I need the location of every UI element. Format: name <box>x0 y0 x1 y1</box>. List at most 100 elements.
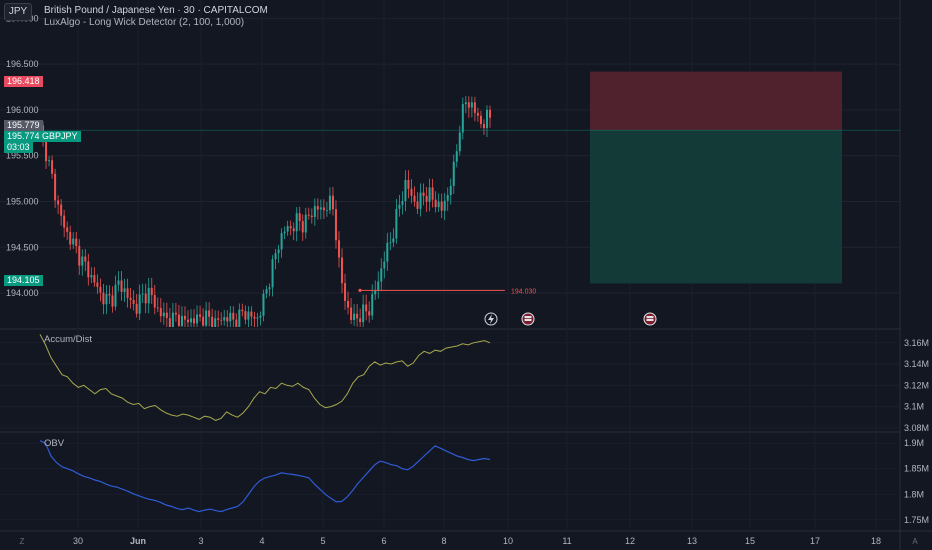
candle-body <box>138 294 141 314</box>
candle-body <box>208 310 211 317</box>
symbol-tag: GBPJPY <box>39 131 81 142</box>
candle-body <box>449 185 452 196</box>
time-tick-label: 8 <box>441 536 446 546</box>
candle-body <box>292 228 295 232</box>
candle-body <box>235 319 238 327</box>
candle-body <box>193 318 196 324</box>
accum-tick-label: 3.12M <box>904 380 929 390</box>
candle-body <box>87 261 90 278</box>
candle-body <box>54 173 57 201</box>
candle-body <box>440 201 443 211</box>
candle-body <box>280 233 283 250</box>
candle-body <box>347 300 350 308</box>
candle-body <box>277 249 280 254</box>
candle-body <box>168 318 171 327</box>
obv-tick-label: 1.8M <box>904 489 924 499</box>
candle-body <box>479 115 482 125</box>
candle-body <box>489 109 491 118</box>
entry-price-tag: 195.779 <box>4 120 43 131</box>
candle-body <box>389 242 392 244</box>
candle-body <box>467 102 470 108</box>
candle-body <box>211 316 214 327</box>
time-tick-label: 10 <box>503 536 513 546</box>
candle-body <box>259 315 262 318</box>
candle-body <box>153 295 156 308</box>
candle-body <box>410 188 413 196</box>
candle-body <box>419 192 422 209</box>
countdown-tag: 03:03 <box>4 142 33 153</box>
candle-body <box>334 209 337 241</box>
candle-body <box>353 313 356 320</box>
candle-body <box>205 310 208 326</box>
candle-body <box>129 297 132 300</box>
time-tick-label: 30 <box>73 536 83 546</box>
candle-body <box>253 316 256 319</box>
time-tick-label: 15 <box>745 536 755 546</box>
candle-body <box>268 287 271 290</box>
symbol-button[interactable]: JPY <box>4 3 32 21</box>
candle-body <box>304 214 307 233</box>
candle-body <box>223 317 226 321</box>
candle-body <box>93 275 96 283</box>
candle-body <box>359 318 362 323</box>
candle-body <box>48 160 51 162</box>
candle-body <box>485 109 488 129</box>
candle-body <box>380 268 383 282</box>
price-tick-label: 194.500 <box>6 242 39 252</box>
time-tick-label: 6 <box>381 536 386 546</box>
candle-body <box>307 214 310 216</box>
candle-body <box>186 319 189 323</box>
chart-legend-title: British Pound / Japanese Yen · 30 · CAPI… <box>44 5 268 16</box>
candle-body <box>132 299 135 305</box>
time-tick-label: 3 <box>198 536 203 546</box>
candle-body <box>144 293 147 304</box>
wick-level-label: 194.030 <box>511 288 536 295</box>
candle-body <box>117 280 120 285</box>
obv-tick-label: 1.9M <box>904 438 924 448</box>
target-price-tag: 194.105 <box>4 275 43 286</box>
candle-body <box>114 284 117 307</box>
candle-body <box>81 256 84 266</box>
time-tick-label: 11 <box>562 536 571 546</box>
candle-body <box>428 187 431 202</box>
timezone-icon: Z <box>20 537 25 546</box>
candle-body <box>196 314 199 324</box>
candle-body <box>96 282 99 287</box>
candle-body <box>180 315 183 326</box>
time-tick-label: Jun <box>130 536 146 546</box>
candle-body <box>286 226 289 232</box>
candle-body <box>368 311 371 316</box>
candle-body <box>57 200 60 205</box>
candle-body <box>84 256 87 262</box>
candle-body <box>126 288 129 298</box>
candle-body <box>325 210 328 212</box>
accum-tick-label: 3.16M <box>904 338 929 348</box>
position-zones[interactable] <box>590 71 842 284</box>
price-tick-label: 196.000 <box>6 105 39 115</box>
accum-dist-label: Accum/Dist <box>44 334 93 345</box>
candle-body <box>247 311 250 320</box>
candle-body <box>120 280 123 292</box>
candle-body <box>383 261 386 269</box>
candle-body <box>298 213 301 222</box>
candle-body <box>141 293 144 295</box>
wick-level-anchor <box>358 288 362 292</box>
candle-body <box>78 246 81 266</box>
accum-tick-label: 3.1M <box>904 402 924 412</box>
candle-body <box>310 215 313 218</box>
axes: 197.000196.500196.000195.500195.000194.5… <box>6 13 929 546</box>
candle-body <box>156 307 159 309</box>
candle-body <box>226 317 229 322</box>
candle-body <box>51 160 54 174</box>
candle-body <box>162 312 165 317</box>
candle-body <box>425 195 428 202</box>
obv-label: OBV <box>44 438 65 449</box>
candle-body <box>356 313 359 319</box>
price-tick-label: 195.500 <box>6 151 39 161</box>
candle-body <box>313 206 316 218</box>
candle-body <box>159 308 162 317</box>
candle-body <box>102 292 105 305</box>
event-icons[interactable] <box>484 312 657 326</box>
